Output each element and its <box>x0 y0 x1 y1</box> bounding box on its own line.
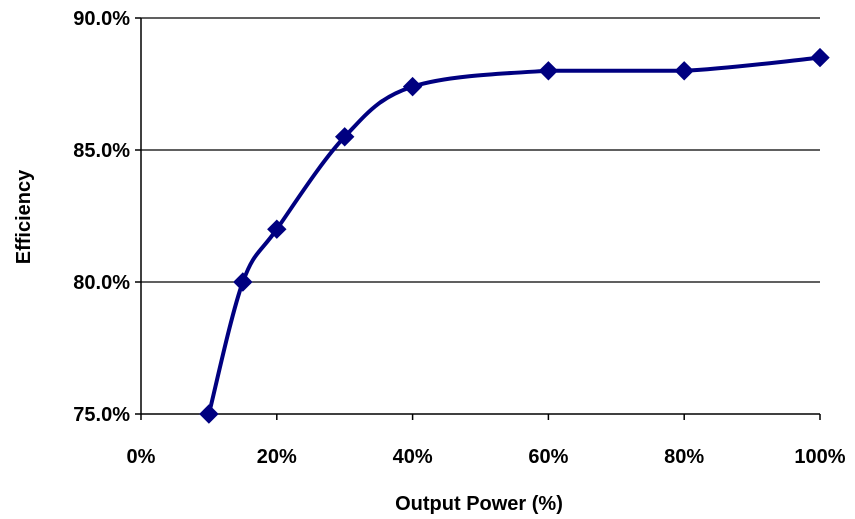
data-point-marker <box>267 219 287 239</box>
y-tick-labels: 75.0% 80.0% 85.0% 90.0% <box>73 8 130 426</box>
data-point-marker <box>402 76 423 97</box>
x-tick-label: 40% <box>393 446 433 468</box>
y-tick-label: 85.0% <box>73 140 130 162</box>
x-tick-labels: 0% 20% 40% 60% 80% 100% <box>127 446 846 468</box>
axes <box>135 17 821 420</box>
x-tick-label: 100% <box>794 446 845 468</box>
y-tick-label: 80.0% <box>73 272 130 294</box>
data-point-marker <box>233 272 253 292</box>
series-line <box>206 55 822 416</box>
y-tick-label: 75.0% <box>73 404 130 426</box>
series-layer <box>199 47 830 424</box>
x-tick-label: 0% <box>127 446 156 468</box>
y-tick-label: 90.0% <box>73 8 130 30</box>
x-tick-label: 80% <box>664 446 704 468</box>
data-point-marker <box>674 61 694 81</box>
x-tick-label: 20% <box>257 446 297 468</box>
data-point-marker <box>334 127 355 147</box>
x-tick-label: 60% <box>528 446 568 468</box>
x-axis-title: Output Power (%) <box>395 493 563 515</box>
data-point-marker <box>199 404 219 424</box>
data-point-marker <box>538 61 559 81</box>
gridlines <box>141 17 820 283</box>
y-axis-title: Efficiency <box>13 169 35 264</box>
data-point-marker <box>810 47 830 68</box>
